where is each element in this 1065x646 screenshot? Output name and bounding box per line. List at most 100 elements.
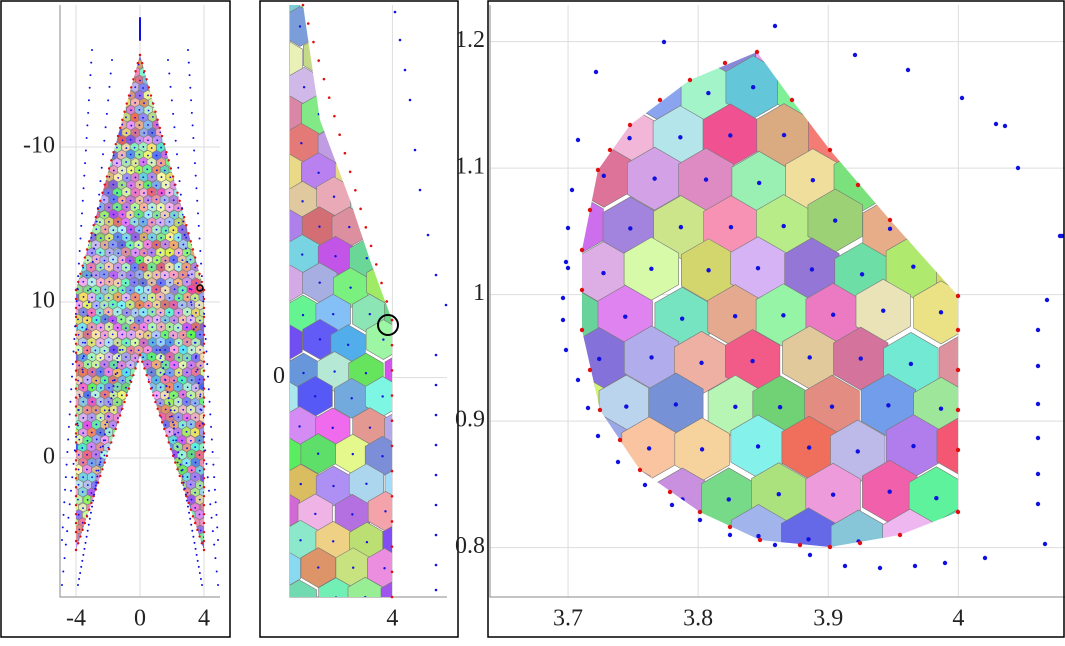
site: [184, 493, 187, 496]
cell: [182, 67, 192, 79]
cell: [156, 516, 166, 528]
site: [116, 146, 118, 149]
site: [73, 236, 75, 238]
cell: [95, 55, 106, 63]
site: [199, 393, 202, 396]
site: [64, 488, 67, 491]
cell: [205, 524, 214, 535]
cell: [174, 112, 184, 124]
site: [69, 274, 71, 276]
site: [142, 161, 145, 163]
site: [121, 348, 124, 351]
site: [147, 454, 150, 457]
site: [199, 123, 202, 126]
site: [202, 414, 206, 417]
cell: [99, 539, 109, 550]
site: [90, 356, 93, 359]
site: [150, 161, 153, 164]
site: [125, 462, 128, 465]
site: [116, 417, 119, 419]
cell: [76, 546, 79, 550]
site: [615, 459, 621, 465]
site: [82, 311, 85, 314]
site: [855, 449, 860, 454]
site: [160, 266, 163, 269]
site: [169, 341, 172, 344]
site: [169, 132, 172, 134]
cell: [177, 55, 188, 57]
site: [141, 282, 144, 284]
site: [172, 229, 175, 232]
cell: [209, 113, 218, 124]
site: [390, 545, 394, 548]
site: [103, 198, 106, 201]
site: [177, 521, 180, 524]
site: [380, 281, 383, 285]
site: [120, 364, 123, 367]
cell: [165, 127, 176, 139]
site: [151, 326, 154, 329]
site: [116, 535, 118, 538]
cell: [914, 52, 958, 75]
site: [212, 492, 214, 494]
cell: [108, 524, 119, 536]
site: [207, 500, 209, 502]
site: [82, 220, 84, 223]
x-tick-label: 4: [952, 606, 964, 632]
cell: [906, 192, 958, 257]
site: [138, 273, 141, 276]
site: [985, 400, 989, 404]
site: [130, 109, 132, 112]
cell: [143, 419, 154, 432]
site: [147, 199, 149, 202]
site: [418, 188, 422, 192]
site: [89, 74, 92, 77]
site: [98, 193, 101, 196]
site: [175, 153, 178, 156]
site: [116, 361, 119, 364]
site: [138, 199, 141, 202]
site: [190, 453, 193, 456]
site: [202, 315, 206, 319]
cell: [186, 194, 196, 207]
site: [116, 192, 119, 194]
site: [111, 123, 114, 126]
site: [95, 319, 98, 321]
site: [91, 57, 94, 59]
cell: [380, 577, 392, 597]
site: [154, 110, 157, 113]
site: [108, 221, 110, 223]
site: [207, 319, 209, 321]
cell: [203, 298, 204, 311]
site: [151, 236, 153, 239]
site: [186, 86, 188, 89]
cell: [169, 479, 180, 492]
site: [69, 424, 71, 426]
site: [601, 445, 606, 450]
cell: [78, 55, 88, 63]
site: [125, 342, 128, 344]
site: [571, 317, 575, 321]
site: [133, 447, 136, 449]
site: [151, 310, 154, 313]
site: [111, 333, 114, 336]
site: [142, 461, 145, 464]
cell: [169, 524, 180, 536]
site: [137, 244, 140, 247]
cell: [91, 59, 101, 71]
cell: [99, 164, 109, 176]
cell: [160, 463, 171, 476]
site: [942, 560, 948, 566]
cell: [152, 555, 161, 566]
site: [137, 468, 140, 471]
site: [201, 584, 203, 586]
site: [563, 347, 569, 353]
site: [212, 207, 214, 209]
site: [69, 454, 71, 456]
cell: [134, 494, 144, 506]
cell: [125, 540, 136, 550]
site: [139, 39, 141, 41]
site: [121, 169, 124, 172]
site: [85, 515, 89, 518]
site: [142, 506, 145, 509]
